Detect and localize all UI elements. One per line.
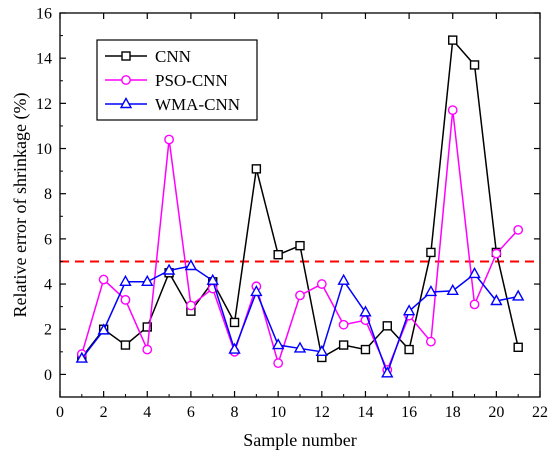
data-point bbox=[359, 305, 372, 317]
x-tick-label: 4 bbox=[143, 404, 151, 421]
data-point bbox=[164, 134, 174, 145]
legend-label: PSO-CNN bbox=[155, 71, 228, 90]
legend-label: WMA-CNN bbox=[155, 95, 240, 114]
y-tick-label: 10 bbox=[36, 141, 52, 158]
data-point bbox=[75, 351, 89, 363]
data-point bbox=[513, 342, 523, 353]
legend-marker bbox=[121, 75, 131, 85]
data-point bbox=[120, 340, 131, 350]
data-point bbox=[295, 290, 305, 301]
axes-layer: 0 2 4 6 8 10 12 14 16 18 20 22 0 2 4 6 8 10 12 14 16 bbox=[36, 6, 548, 422]
data-point bbox=[424, 285, 438, 297]
data-point bbox=[119, 274, 132, 286]
data-point bbox=[293, 341, 307, 353]
data-point bbox=[469, 299, 480, 310]
y-tick-label: 2 bbox=[44, 322, 52, 339]
data-point bbox=[184, 259, 198, 271]
x-tick-label: 6 bbox=[187, 404, 195, 421]
data-point bbox=[250, 285, 263, 297]
series-wma-cnn bbox=[75, 259, 525, 378]
data-point bbox=[186, 300, 196, 311]
data-point bbox=[360, 344, 371, 355]
data-point bbox=[338, 340, 349, 350]
x-tick-label: 10 bbox=[270, 404, 286, 421]
series-layer bbox=[75, 35, 525, 378]
data-point bbox=[446, 283, 459, 296]
data-point bbox=[316, 279, 327, 289]
legend-item: CNN bbox=[105, 47, 191, 66]
y-tick-label: 16 bbox=[36, 6, 52, 23]
data-point bbox=[271, 338, 285, 350]
data-point bbox=[141, 274, 154, 286]
x-tick-label: 12 bbox=[314, 404, 330, 421]
x-tick-label: 8 bbox=[231, 404, 239, 421]
data-point bbox=[162, 263, 176, 275]
data-point bbox=[338, 319, 349, 330]
data-point bbox=[229, 317, 240, 328]
x-tick-label: 18 bbox=[445, 404, 461, 421]
x-tick-label: 14 bbox=[357, 404, 373, 421]
data-point bbox=[511, 289, 525, 301]
x-tick-label: 0 bbox=[56, 404, 64, 421]
x-tick-label: 20 bbox=[488, 404, 504, 421]
data-point bbox=[142, 344, 153, 355]
data-point bbox=[315, 344, 329, 357]
y-tick-label: 14 bbox=[36, 51, 52, 68]
data-point bbox=[382, 321, 392, 331]
data-point bbox=[491, 248, 502, 259]
data-point bbox=[295, 240, 305, 251]
data-point bbox=[337, 273, 350, 285]
data-point bbox=[381, 366, 394, 378]
data-point bbox=[447, 105, 458, 116]
x-tick-label: 16 bbox=[401, 404, 417, 421]
data-point bbox=[273, 249, 283, 260]
data-point bbox=[426, 336, 436, 347]
y-axis-label: Relative error of shrinkage (%) bbox=[10, 93, 31, 318]
data-point bbox=[468, 266, 481, 279]
data-point bbox=[426, 247, 436, 258]
data-point bbox=[490, 294, 503, 306]
data-point bbox=[469, 60, 480, 70]
data-point bbox=[273, 358, 284, 369]
data-point bbox=[251, 164, 262, 174]
legend-item: WMA-CNN bbox=[105, 95, 240, 114]
data-point bbox=[404, 344, 414, 355]
data-point bbox=[97, 323, 110, 335]
legend-label: CNN bbox=[155, 47, 191, 66]
legend-marker bbox=[121, 51, 131, 61]
legend: CNN PSO-CNN WMA-CNN bbox=[96, 39, 258, 121]
data-point bbox=[228, 342, 241, 354]
data-point bbox=[448, 35, 458, 45]
y-tick-label: 12 bbox=[36, 96, 52, 113]
legend-marker bbox=[119, 97, 133, 109]
y-tick-label: 0 bbox=[44, 367, 52, 384]
y-tick-label: 6 bbox=[44, 231, 52, 248]
data-point bbox=[142, 322, 152, 332]
legend-item: PSO-CNN bbox=[105, 71, 228, 90]
y-tick-label: 8 bbox=[44, 186, 52, 203]
y-tick-label: 4 bbox=[44, 277, 52, 294]
x-tick-label: 22 bbox=[532, 404, 548, 421]
data-point bbox=[98, 274, 109, 285]
data-point bbox=[206, 273, 219, 285]
data-point bbox=[513, 224, 524, 235]
x-axis-label: Sample number bbox=[243, 430, 356, 450]
data-point bbox=[120, 294, 131, 305]
data-point bbox=[402, 304, 416, 316]
x-tick-label: 2 bbox=[100, 404, 108, 421]
